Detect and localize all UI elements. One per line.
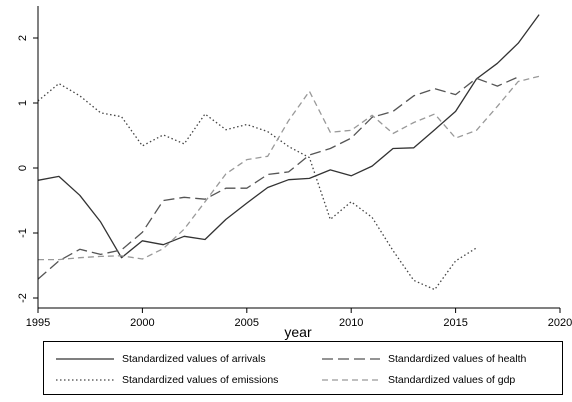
legend-item-emissions: Standardized values of emissions (56, 371, 278, 389)
series-line-emissions (37, 82, 477, 291)
x-tick-label: 2000 (130, 317, 154, 329)
x-tick-label: 1995 (26, 317, 50, 329)
legend: Standardized values of arrivals Standard… (43, 341, 563, 395)
y-tick-label: -2 (17, 293, 29, 303)
legend-swatch-arrivals (56, 358, 114, 360)
y-tick-label: 1 (17, 100, 29, 106)
x-tick-label: 2010 (339, 317, 363, 329)
legend-label-gdp: Standardized values of gdp (388, 374, 516, 386)
plot-area (37, 14, 540, 291)
series-line-arrivals (37, 14, 540, 259)
legend-label-health: Standardized values of health (388, 353, 527, 365)
legend-swatch-emissions (56, 379, 114, 381)
x-axis-ticks: 1995 2000 2005 2010 2015 2020 (26, 308, 572, 329)
legend-label-emissions: Standardized values of emissions (122, 374, 279, 386)
legend-swatch-gdp (322, 379, 380, 381)
x-axis-title: year (284, 324, 312, 340)
line-chart: -2 -1 0 1 2 1995 2000 2005 2010 2015 2020 year (17, 6, 572, 340)
legend-label-arrivals: Standardized values of arrivals (122, 353, 266, 365)
x-tick-label: 2005 (235, 317, 259, 329)
x-tick-label: 2020 (548, 317, 572, 329)
legend-item-health: Standardized values of health (322, 350, 526, 368)
series-line-gdp (38, 75, 540, 261)
y-axis-ticks: -2 -1 0 1 2 (17, 35, 38, 303)
legend-swatch-health (322, 358, 380, 360)
x-tick-label: 2015 (443, 317, 467, 329)
legend-item-arrivals: Standardized values of arrivals (56, 350, 266, 368)
legend-item-gdp: Standardized values of gdp (322, 371, 515, 389)
series-line-health (37, 76, 519, 280)
y-tick-label: 0 (17, 165, 29, 171)
y-tick-label: 2 (17, 35, 29, 41)
y-tick-label: -1 (17, 228, 29, 238)
